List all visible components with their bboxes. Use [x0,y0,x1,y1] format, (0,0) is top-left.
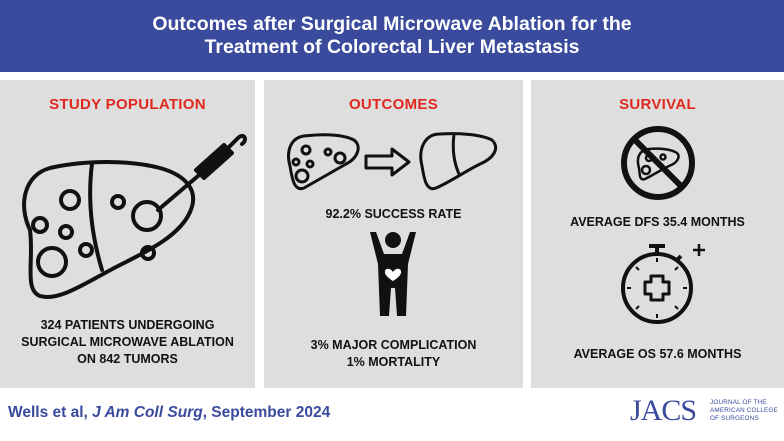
citation-journal: J Am Coll Surg [92,404,203,421]
no-tumor-liver-icon [621,126,695,200]
citation-authors: Wells et al, [8,404,93,421]
survival-panel: SURVIVAL AVERAGE DFS 35.4 MONTHS [531,80,784,388]
study-population-title: STUDY POPULATION [49,96,206,113]
stopwatch-cross-icon [621,244,705,324]
study-population-line-3: ON 842 TUMORS [77,352,178,366]
citation: Wells et al, J Am Coll Surg, September 2… [8,404,330,422]
title-line-2: Treatment of Colorectal Liver Metastasis [204,36,580,58]
dfs-text: AVERAGE DFS 35.4 MONTHS [570,215,745,229]
outcomes-panel: OUTCOMES 92.2% SUCCESS RATE 3% MAJOR COM… [264,80,523,388]
jacs-logo-text-3: OF SURGEONS [710,415,759,422]
survival-title: SURVIVAL [619,96,696,113]
complication-text: 3% MAJOR COMPLICATION [310,338,477,352]
study-population-text: 324 PATIENTS UNDERGOING SURGICAL MICROWA… [0,317,255,368]
mortality-text: 1% MORTALITY [346,355,441,369]
jacs-logo: JACS JOURNAL OF THE AMERICAN COLLEGE OF … [630,394,780,432]
study-population-panel: STUDY POPULATION 324 PATIENTS UNDERGOING… [0,80,255,388]
jacs-logo-text-1: JOURNAL OF THE [710,399,767,406]
jacs-logo-text-2: AMERICAN COLLEGE [710,407,778,414]
header-banner: Outcomes after Surgical Microwave Ablati… [0,0,784,72]
jacs-logo-mark: JACS [630,394,697,427]
title-line-1: Outcomes after Surgical Microwave Ablati… [152,13,632,35]
liver-tumors-icon [287,133,360,191]
arrow-right-icon [364,147,411,177]
study-population-line-2: SURGICAL MICROWAVE ABLATION [21,335,234,349]
person-heart-icon [370,232,416,316]
jacs-logo-text: JOURNAL OF THE AMERICAN COLLEGE OF SURGE… [710,399,780,423]
outcomes-rates-text: 3% MAJOR COMPLICATION 1% MORTALITY [264,337,523,371]
success-rate-text: 92.2% SUCCESS RATE [325,207,462,221]
study-population-line-1: 324 PATIENTS UNDERGOING [40,318,215,332]
liver-ablation-icon [22,133,247,299]
outcomes-title: OUTCOMES [348,96,439,113]
healthy-liver-icon [419,132,497,191]
os-text: AVERAGE OS 57.6 MONTHS [573,347,742,361]
citation-date: , September 2024 [202,404,331,421]
